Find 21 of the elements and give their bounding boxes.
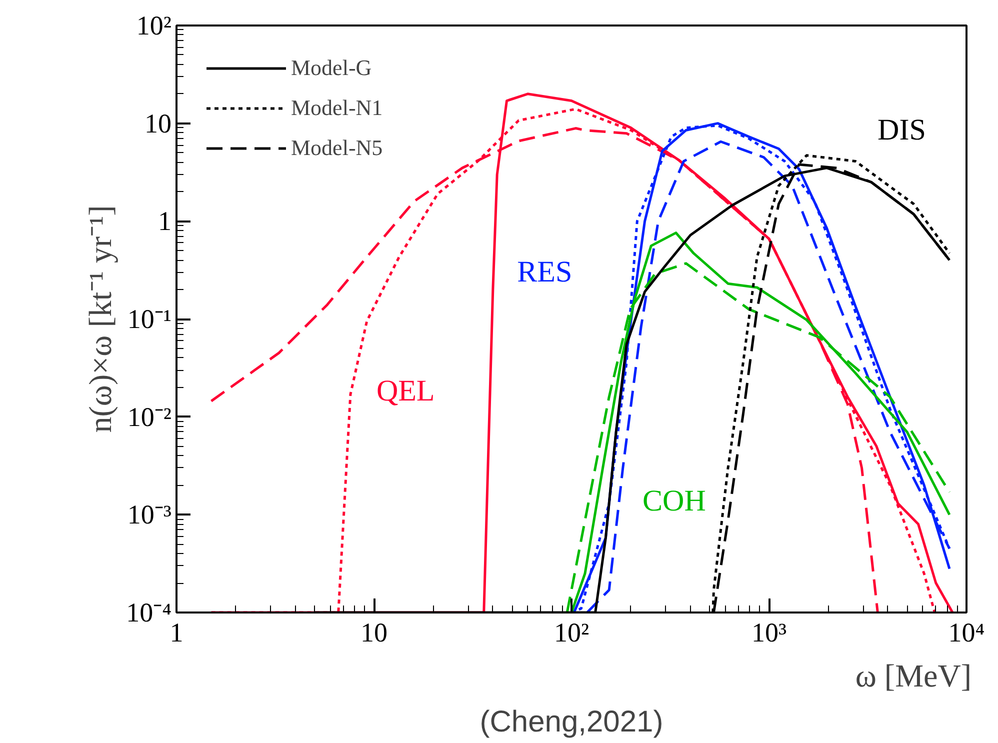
legend-label: Model-N1	[291, 95, 383, 121]
y-tick-label: 10⁻²	[127, 402, 172, 432]
y-tick-label: 10	[144, 108, 172, 138]
text: (Cheng,2021)	[480, 706, 664, 738]
annotation: DIS	[878, 113, 926, 146]
x-tick-label: 10³	[751, 618, 787, 648]
y-tick-label: 10²	[136, 10, 172, 40]
x-tick-label: 10⁴	[948, 618, 985, 648]
annotation: COH	[642, 484, 706, 518]
x-tick-label: 10²	[554, 618, 590, 648]
legend-label: Model-N5	[291, 135, 383, 161]
x-axis-title: ω [MeV]	[855, 658, 972, 694]
y-tick-label: 1	[158, 206, 172, 236]
legend-label: Model-G	[291, 55, 372, 81]
y-tick-label: 10⁻³	[127, 500, 172, 530]
x-tick-label: 10	[360, 618, 388, 648]
annotation: RES	[517, 256, 572, 289]
y-tick-label: 10⁻¹	[127, 304, 172, 334]
y-axis-title: n(ω)×ω [kt⁻¹ yr⁻¹]	[82, 205, 118, 433]
y-tick-label: 10⁻⁴	[126, 598, 172, 628]
annotation: QEL	[376, 374, 435, 408]
